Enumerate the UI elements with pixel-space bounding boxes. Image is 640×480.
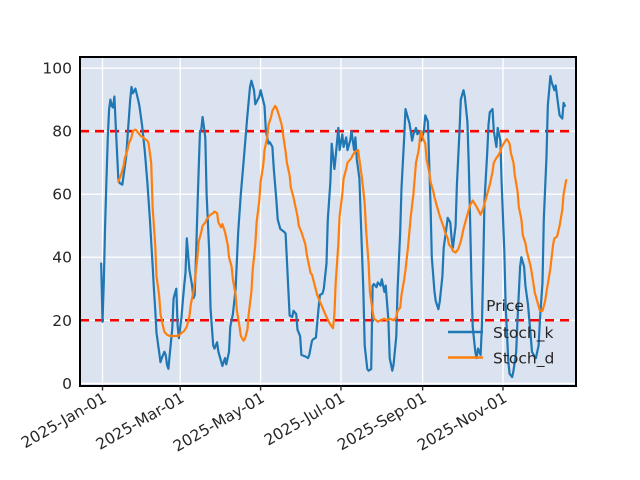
x-tick-label: 2025-May-01 bbox=[170, 389, 267, 456]
legend-label-stoch-k: Stoch_k bbox=[493, 324, 553, 343]
y-tick-label: 60 bbox=[52, 186, 72, 204]
y-tick-label: 40 bbox=[52, 249, 72, 267]
plot-border bbox=[79, 56, 577, 387]
legend-title: Price bbox=[486, 297, 524, 315]
y-tick-label: 100 bbox=[42, 60, 72, 78]
x-tick-label: 2025-Nov-01 bbox=[414, 389, 510, 455]
y-axis-ticks: 0 20 40 60 80 100 bbox=[42, 60, 72, 393]
legend-label-stoch-d: Stoch_d bbox=[493, 350, 554, 369]
y-tick-label: 20 bbox=[52, 312, 72, 330]
series-line-stoch_d bbox=[117, 104, 568, 342]
y-tick-label: 0 bbox=[62, 375, 72, 393]
x-axis-ticks: 2025-Jan-012025-Mar-012025-May-012025-Ju… bbox=[18, 386, 510, 456]
x-tick-label: 2025-Sep-01 bbox=[334, 389, 429, 454]
data-series bbox=[100, 74, 568, 379]
series-line-stoch_k bbox=[100, 74, 567, 379]
y-tick-label: 80 bbox=[52, 123, 72, 141]
legend: Price Stoch_k Stoch_d bbox=[448, 297, 554, 369]
